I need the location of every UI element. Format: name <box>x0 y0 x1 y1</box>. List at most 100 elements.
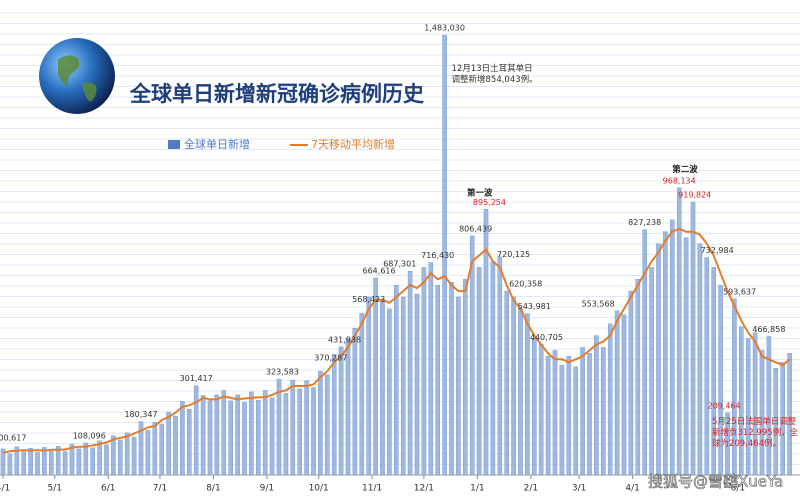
bar <box>304 380 309 476</box>
bar <box>145 430 151 476</box>
data-label: 568,423 <box>352 295 385 304</box>
bar <box>649 267 654 476</box>
bar <box>518 308 523 476</box>
bar <box>566 356 572 476</box>
globe <box>39 38 115 114</box>
data-label: 1,483,030 <box>424 24 465 33</box>
bar <box>193 385 199 476</box>
note: 调整新增854,043例。 <box>452 74 538 85</box>
bar <box>214 394 220 476</box>
data-label: 431,938 <box>328 335 361 344</box>
note: 新增负312,995例，全 <box>712 427 799 438</box>
bar <box>497 256 503 476</box>
bar <box>14 446 20 476</box>
bar <box>90 447 95 476</box>
data-label: 323,583 <box>266 368 299 377</box>
bar <box>380 301 385 476</box>
x-tick-label: 2/1 <box>524 484 538 494</box>
bar <box>476 267 482 476</box>
bar <box>200 395 206 476</box>
bar <box>180 401 185 476</box>
bar <box>62 451 68 476</box>
bar <box>97 440 102 476</box>
bar <box>428 262 434 476</box>
data-label: 620,358 <box>509 279 542 288</box>
bar <box>745 338 751 476</box>
bar <box>690 201 696 476</box>
bar <box>166 411 171 476</box>
bar <box>76 448 82 476</box>
bar <box>787 353 792 476</box>
bar <box>297 388 302 476</box>
bar <box>124 432 130 476</box>
bar <box>131 436 137 476</box>
data-label: 553,568 <box>582 299 615 308</box>
note: 第二波 <box>672 164 698 175</box>
bar <box>187 408 192 476</box>
bar <box>773 368 779 476</box>
bar <box>331 354 337 476</box>
bar <box>242 402 247 476</box>
bar <box>725 412 730 476</box>
bar <box>614 310 620 476</box>
data-label: 440,705 <box>530 333 563 342</box>
bar <box>345 338 351 476</box>
data-label: 732,984 <box>701 246 734 255</box>
legend-swatch <box>168 140 180 149</box>
bar <box>387 308 392 476</box>
bar <box>552 350 558 476</box>
bar <box>752 332 758 476</box>
data-label: 466,858 <box>752 325 785 334</box>
labels: 4/1 5/1 6/1 7/1 8/1 9/1 10/1 11/1 12/1 1/1 2/1 3/1 4… <box>0 24 799 494</box>
data-label: 301,417 <box>180 374 213 383</box>
data-label: 806,439 <box>459 224 492 233</box>
bar <box>766 336 772 476</box>
data-label: 370,287 <box>314 354 347 363</box>
data-label: 180,347 <box>124 410 157 419</box>
data-label: 968,134 <box>663 176 696 185</box>
bar <box>559 365 565 476</box>
bar <box>373 277 378 476</box>
legend-label: 7天移动平均新增 <box>311 137 395 151</box>
data-label: 209,464 <box>708 401 741 410</box>
bar <box>69 443 75 476</box>
x-tick-label: 10/1 <box>309 484 329 494</box>
x-tick-label: 8/1 <box>206 484 220 494</box>
bar <box>173 416 178 476</box>
bar <box>138 421 144 476</box>
bar <box>249 391 254 476</box>
bar <box>607 323 613 476</box>
bar <box>759 350 765 476</box>
bar <box>663 231 668 476</box>
legend: 全球单日新增 7天移动平均新增 <box>168 137 395 151</box>
bar <box>490 261 496 476</box>
data-label: 108,096 <box>73 431 106 440</box>
bar <box>483 209 489 476</box>
bar <box>7 453 13 476</box>
bar <box>704 257 710 476</box>
data-label: 593,637 <box>723 287 756 296</box>
bar <box>159 423 164 476</box>
x-tick-label: 9/1 <box>260 484 274 494</box>
bar <box>235 394 240 476</box>
chart-title: 全球单日新增新冠确诊病例历史 <box>129 82 425 106</box>
bar <box>504 290 509 476</box>
note: 5月25日法国单日调整 <box>712 416 797 427</box>
bar <box>711 267 716 476</box>
note: 球为209,464例。 <box>712 438 781 449</box>
bar <box>311 387 316 476</box>
bar <box>359 313 365 476</box>
data-label: 720,125 <box>497 250 530 259</box>
bar <box>532 338 537 476</box>
x-tick-label: 3/1 <box>572 484 586 494</box>
bar <box>739 326 744 476</box>
x-tick-label: 6/1 <box>101 484 115 494</box>
lines <box>2 227 791 454</box>
bar <box>628 290 634 476</box>
note: 12月13日土耳其单日 <box>452 63 533 74</box>
bar <box>366 296 371 476</box>
bar <box>469 235 475 476</box>
bar <box>601 347 606 476</box>
data-label: 716,430 <box>421 251 454 260</box>
x-tick-label: 6/1 <box>731 484 745 494</box>
